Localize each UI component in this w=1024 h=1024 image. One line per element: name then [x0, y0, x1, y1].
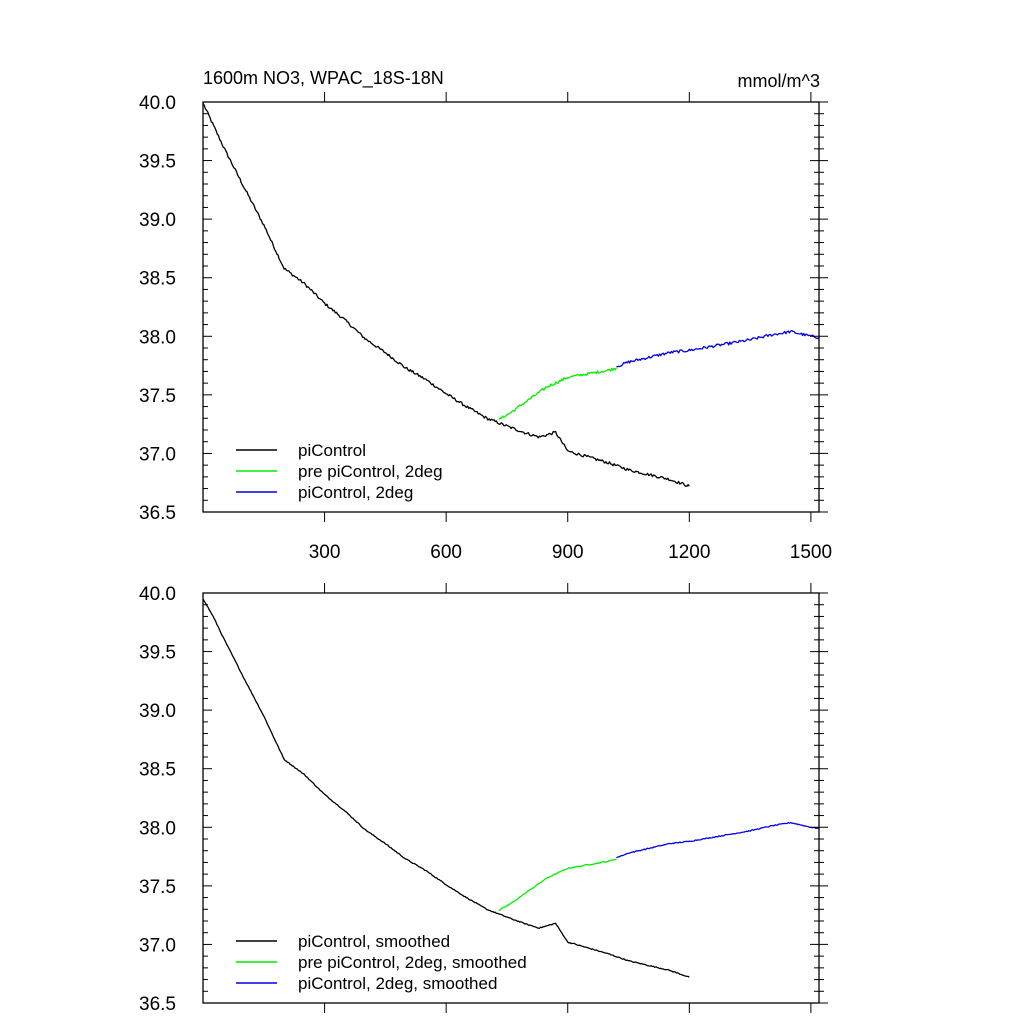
- top-label-layer: 36.5 37.0 37.5 38.0 38.5 39.0 39.5 40.0 300 600 90…: [139, 93, 832, 563]
- y-tick-label: 40.0: [139, 584, 176, 605]
- y-tick-label: 39.0: [139, 701, 176, 722]
- y-tick-label: 39.5: [139, 152, 176, 173]
- top-panel: 1600m NO3, WPAC_18S-18N mmol/m^3 36.5 37.…: [139, 68, 832, 563]
- series-line-0-1: [498, 367, 617, 420]
- series-line-1-1: [498, 858, 617, 912]
- bottom-label-layer: 36.5 37.0 37.5 38.0 38.5 39.0 39.5 40.0: [139, 584, 176, 1015]
- x-tick-label: 900: [552, 542, 584, 563]
- y-tick-label: 37.5: [139, 877, 176, 898]
- chart-title: 1600m NO3, WPAC_18S-18N: [203, 68, 444, 89]
- top-series-layer: [202, 102, 820, 487]
- bottom-tick-layer: [203, 583, 828, 1013]
- series-line-0-0: [202, 102, 690, 487]
- x-tick-label: 1500: [790, 542, 832, 563]
- bottom-series-layer: [202, 598, 820, 978]
- top-tick-layer: [203, 92, 828, 522]
- top-plot-frame: [202, 101, 820, 513]
- x-tick-label: 300: [309, 542, 341, 563]
- y-tick-label: 37.5: [139, 386, 176, 407]
- y-tick-label: 39.0: [139, 210, 176, 231]
- series-line-0-2: [616, 329, 820, 368]
- series-line-1-0: [202, 598, 690, 978]
- x-tick-label: 600: [430, 542, 462, 563]
- bottom-panel: 36.5 37.0 37.5 38.0 38.5 39.0 39.5 40.0 piContr…: [139, 583, 828, 1015]
- y-tick-label: 38.0: [139, 327, 176, 348]
- bottom-plot-frame: [202, 592, 820, 1004]
- legend-label: piControl, 2deg, smoothed: [298, 974, 497, 993]
- y-tick-label: 39.5: [139, 643, 176, 664]
- units-label: mmol/m^3: [738, 71, 820, 91]
- y-tick-label: 36.5: [139, 994, 176, 1015]
- y-tick-label: 37.0: [139, 444, 176, 465]
- y-tick-label: 38.5: [139, 760, 176, 781]
- y-tick-label: 37.0: [139, 935, 176, 956]
- bottom-legend: piControl, smoothed pre piControl, 2deg, …: [236, 932, 527, 993]
- legend-label: pre piControl, 2deg, smoothed: [298, 953, 527, 972]
- y-tick-label: 36.5: [139, 503, 176, 524]
- legend-label: pre piControl, 2deg: [298, 462, 443, 481]
- top-legend: piControl pre piControl, 2deg piControl, 2…: [236, 441, 443, 502]
- x-tick-label: 1200: [668, 542, 710, 563]
- series-line-1-2: [616, 821, 820, 859]
- y-tick-label: 40.0: [139, 93, 176, 114]
- y-tick-label: 38.5: [139, 269, 176, 290]
- legend-label: piControl: [298, 441, 366, 460]
- y-tick-label: 38.0: [139, 818, 176, 839]
- legend-label: piControl, smoothed: [298, 932, 450, 951]
- legend-label: piControl, 2deg: [298, 483, 413, 502]
